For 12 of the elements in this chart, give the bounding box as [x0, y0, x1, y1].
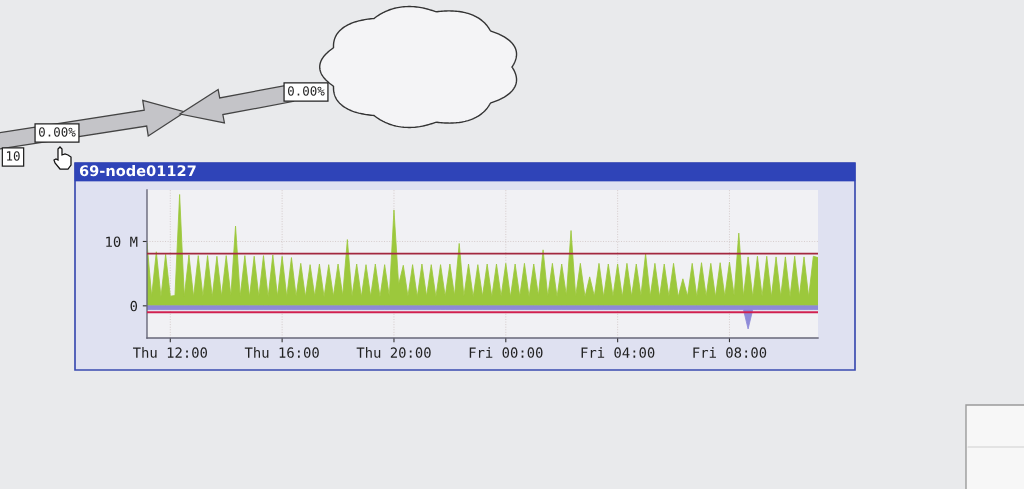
text: 0.00%	[288, 86, 325, 96]
x-tick-label: Thu 16:00	[244, 347, 319, 358]
y-tick-label: 0	[130, 300, 138, 312]
text: 0.00%	[39, 127, 76, 137]
x-tick-label: Thu 12:00	[132, 347, 208, 358]
x-tick-label: Fri 08:00	[693, 347, 767, 358]
y-tick-label: 10 M	[106, 236, 138, 247]
x-tick-label: Thu 20:00	[356, 347, 431, 358]
x-tick-label: Fri 04:00	[581, 347, 655, 358]
x-tick-label: Fri 00:00	[469, 347, 543, 358]
chart-title: 69-node01127	[79, 164, 196, 177]
text: 10	[6, 151, 20, 161]
